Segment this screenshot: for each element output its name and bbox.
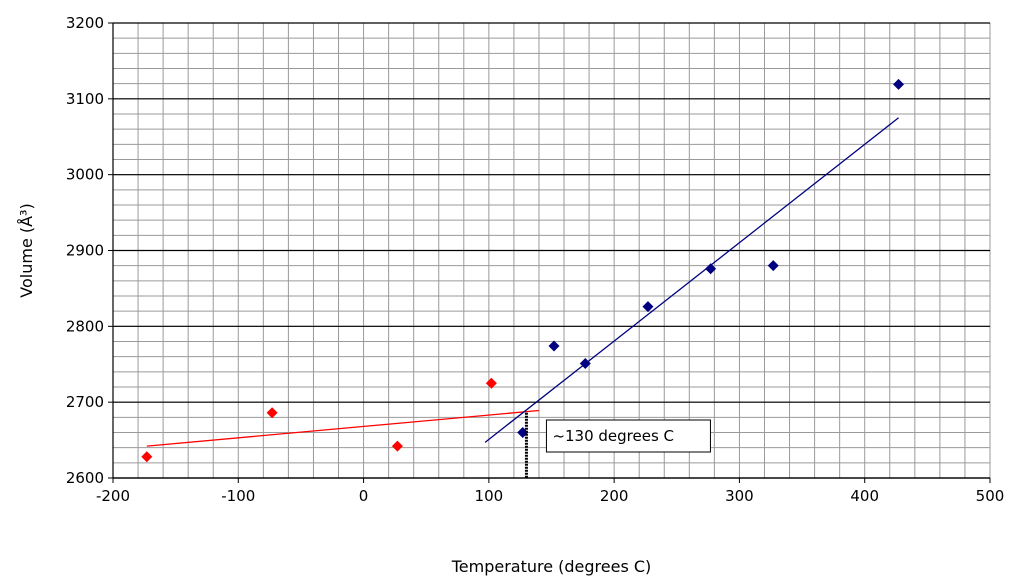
x-tick-label: 300 xyxy=(725,487,754,505)
y-tick-label: 2900 xyxy=(66,242,104,260)
x-tick-label: -100 xyxy=(221,487,255,505)
data-point-series-2 xyxy=(642,301,654,313)
y-axis-title: Volume (Å³) xyxy=(17,203,36,297)
trendline-series-1 xyxy=(146,409,540,447)
y-tick-label: 2600 xyxy=(66,469,104,487)
data-point-series-2 xyxy=(705,263,717,275)
trendline-series-2 xyxy=(484,117,899,443)
data-point-series-1 xyxy=(391,440,403,452)
grid-group xyxy=(112,22,991,479)
x-tick-label: 100 xyxy=(475,487,504,505)
y-tick-label: 2800 xyxy=(66,317,104,335)
data-point-series-2 xyxy=(548,340,560,352)
y-tick-label: 3100 xyxy=(66,90,104,108)
axis-group: -200 -100 0 100 200 300 400 500 2600 2700 2800 2900… xyxy=(66,14,1005,505)
y-tick-label: 2700 xyxy=(66,393,104,411)
annotation-group: ~130 degrees C xyxy=(524,412,711,478)
x-tick-label: 200 xyxy=(600,487,629,505)
x-tick-label: 0 xyxy=(359,487,369,505)
data-point-series-1 xyxy=(266,407,278,419)
data-point-series-2 xyxy=(893,78,905,90)
annotation-label: ~130 degrees C xyxy=(552,427,674,445)
data-point-series-2 xyxy=(767,260,779,272)
trendline-group xyxy=(146,117,899,447)
data-point-series-1 xyxy=(485,377,497,389)
annotation-box xyxy=(545,419,711,453)
x-axis-title: Temperature (degrees C) xyxy=(451,557,652,576)
x-tick-label: 400 xyxy=(850,487,879,505)
x-tick-label: -200 xyxy=(96,487,130,505)
y-tick-label: 3200 xyxy=(66,14,104,32)
point-group xyxy=(141,78,905,463)
data-point-series-1 xyxy=(141,451,153,463)
x-tick-label: 500 xyxy=(976,487,1005,505)
data-point-series-2 xyxy=(579,357,591,369)
y-tick-label: 3000 xyxy=(66,166,104,184)
